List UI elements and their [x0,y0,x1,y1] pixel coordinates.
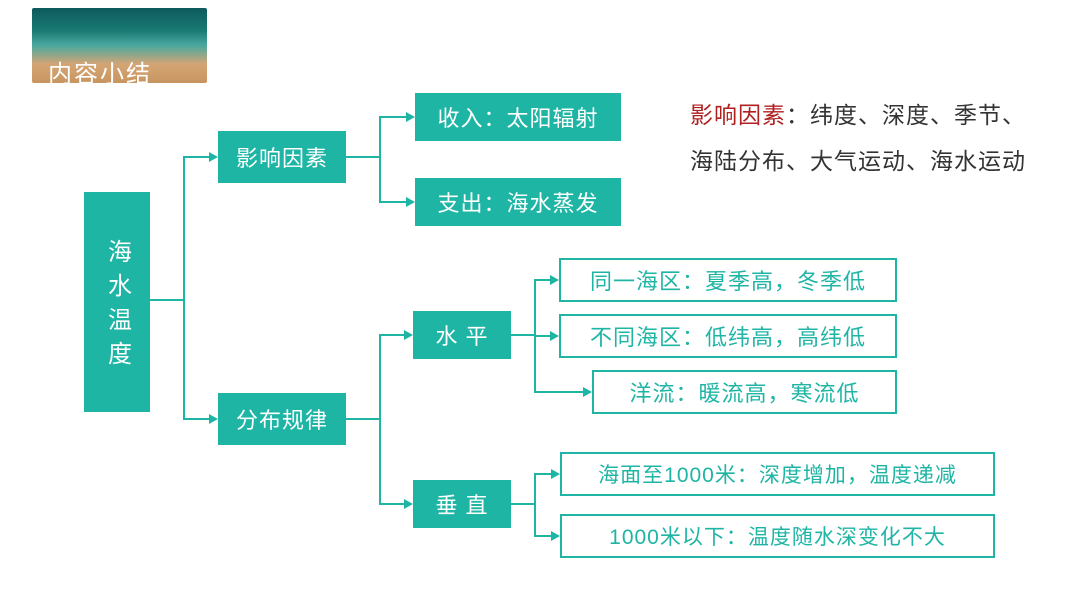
node: 洋流：暖流高，寒流低 [592,370,897,414]
node: 同一海区：夏季高，冬季低 [559,258,897,302]
side-text: 影响因素：纬度、深度、季节、海陆分布、大气运动、海水运动 [690,92,1030,184]
node: 支出：海水蒸发 [415,178,621,226]
root-node: 海水温度 [84,192,150,412]
node: 分布规律 [218,393,346,445]
side-text-accent: 影响因素 [690,102,786,128]
node: 垂 直 [413,480,511,528]
node: 收入：太阳辐射 [415,93,621,141]
node: 影响因素 [218,131,346,183]
header-label: 内容小结 [48,54,152,89]
node: 水 平 [413,311,511,359]
node: 1000米以下：温度随水深变化不大 [560,514,995,558]
node: 不同海区：低纬高，高纬低 [559,314,897,358]
node: 海面至1000米：深度增加，温度递减 [560,452,995,496]
